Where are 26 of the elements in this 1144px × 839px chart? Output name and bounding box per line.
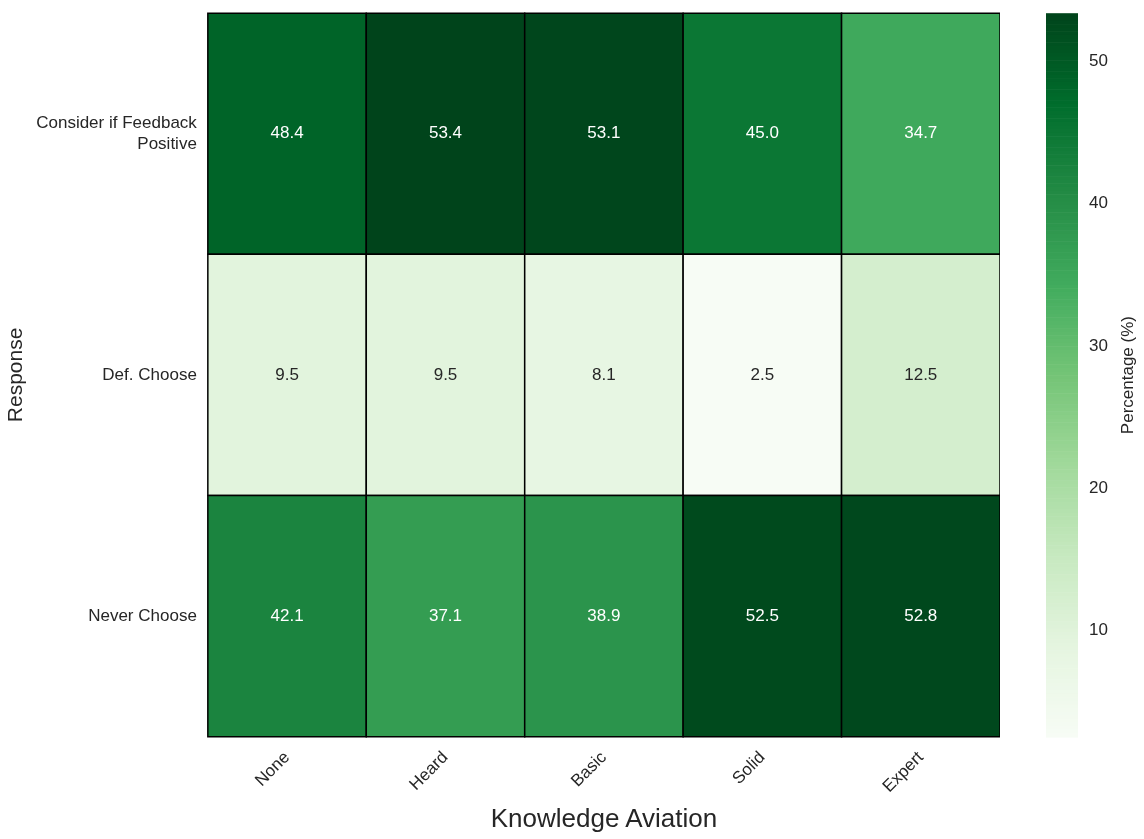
- data-label: 38.9: [587, 605, 621, 625]
- y-tick-label: Consider if Feedback Positive: [36, 113, 198, 153]
- color-bar-title: Percentage (%): [1117, 316, 1137, 435]
- color-bar-label: 40: [1089, 193, 1108, 213]
- x-axis-title: Knowledge Aviation: [490, 802, 718, 833]
- y-tick-label: Never Choose: [88, 605, 197, 625]
- data-label: 8.1: [592, 364, 616, 384]
- y-axis-title: Response: [3, 327, 27, 423]
- data-label: 9.5: [433, 364, 458, 384]
- data-label: 45.0: [745, 123, 779, 143]
- color-bar-label: 50: [1089, 51, 1108, 71]
- data-label: 37.1: [428, 605, 463, 625]
- data-label: 9.5: [275, 364, 299, 384]
- data-label: 53.4: [428, 123, 463, 143]
- data-label: 2.5: [750, 364, 775, 384]
- data-label: 48.4: [270, 123, 304, 143]
- color-bar-label: 10: [1089, 620, 1108, 640]
- color-bar-label: 20: [1089, 477, 1108, 497]
- y-tick-label: Def. Choose: [102, 364, 197, 384]
- data-label: 52.5: [745, 605, 779, 625]
- data-label: 42.1: [270, 605, 304, 625]
- data-label: 53.1: [587, 123, 621, 143]
- color-bar-label: 30: [1089, 335, 1108, 355]
- data-label: 12.5: [904, 364, 938, 384]
- data-label: 34.7: [904, 123, 938, 143]
- data-label: 52.8: [904, 605, 938, 625]
